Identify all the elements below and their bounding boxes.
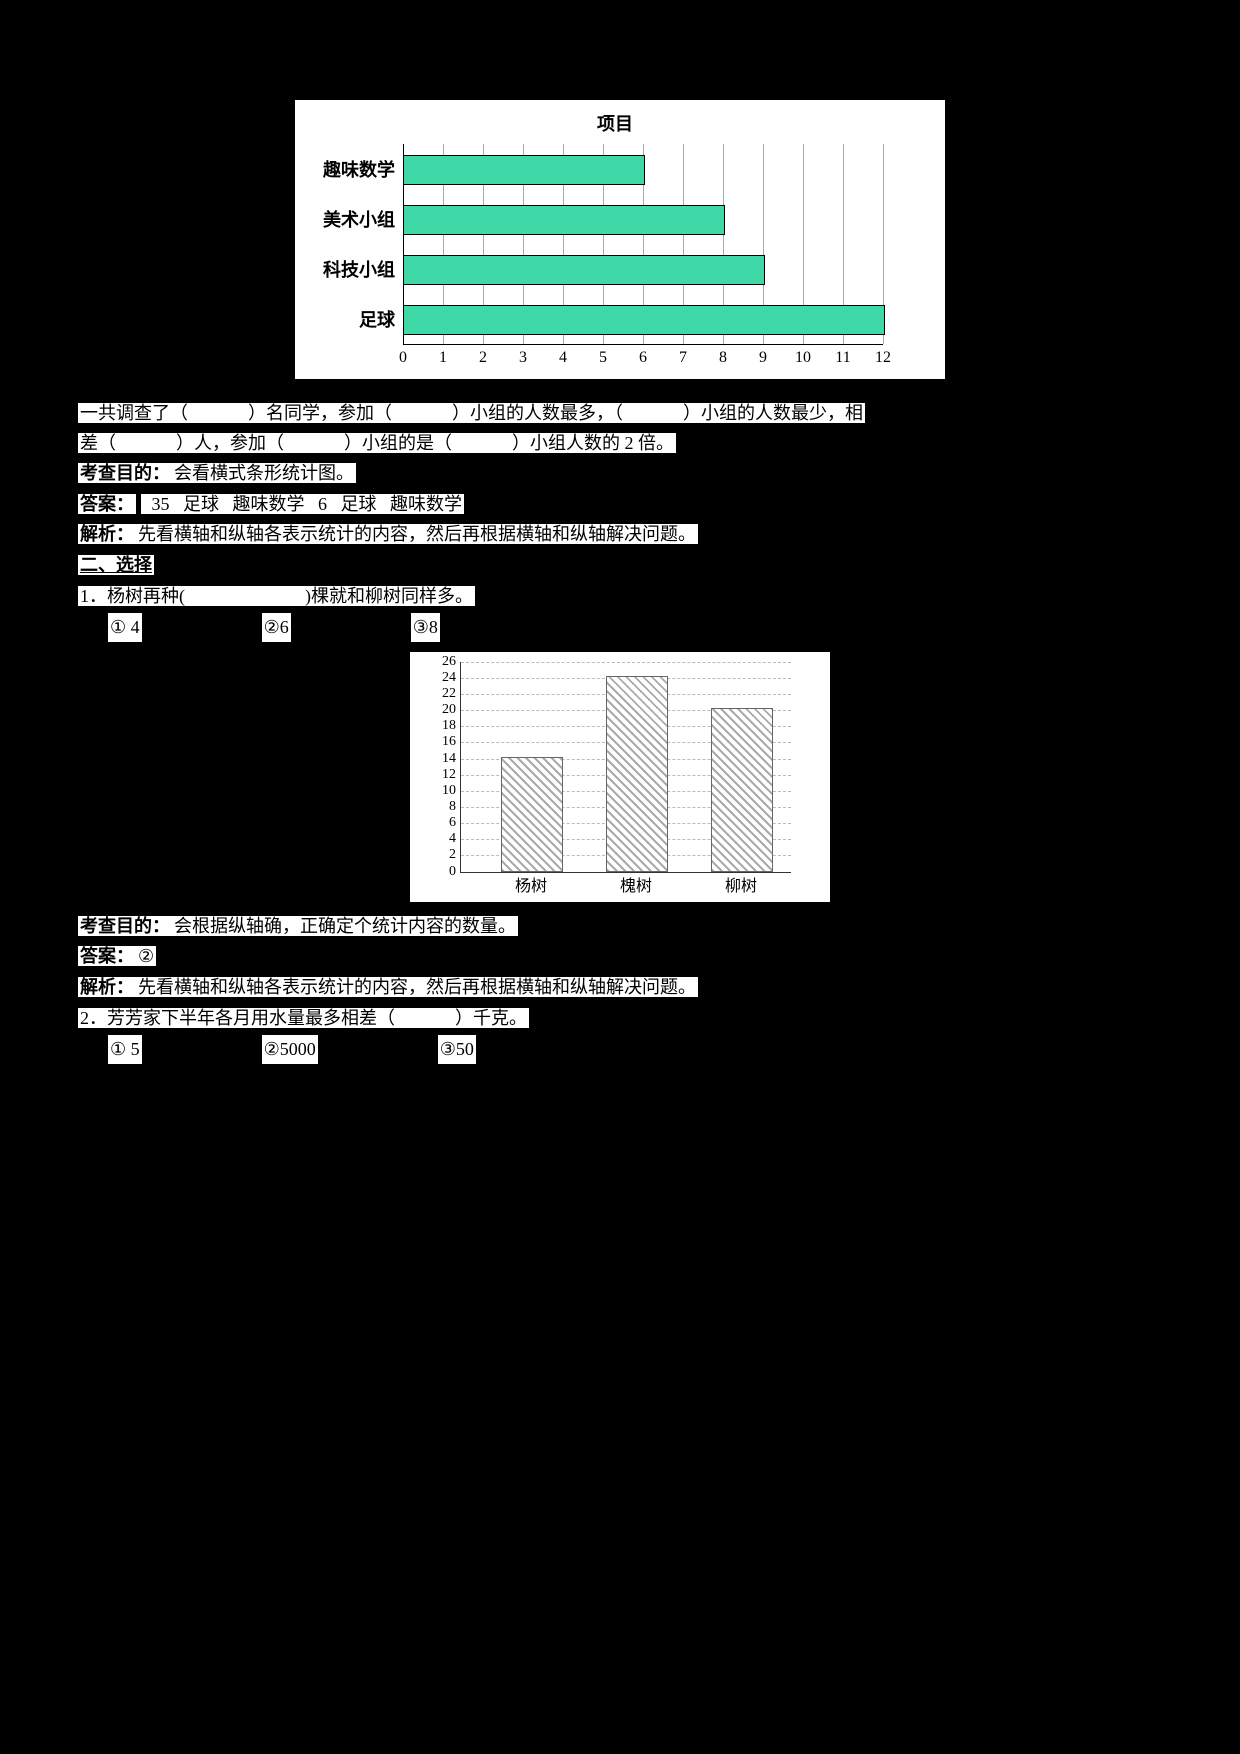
jiexi2-text: 先看横轴和纵轴各表示统计的内容，然后再根据横轴和纵轴解决问题。 <box>136 977 698 997</box>
q1-choice-1: ① 4 <box>108 613 142 642</box>
q-line2-b: ）人，参加（ <box>176 433 284 453</box>
category-label: 美术小组 <box>305 206 403 232</box>
q-line1-b: ）名同学，参加（ <box>248 403 392 423</box>
chart-title: 项目 <box>305 110 925 136</box>
vbar <box>711 708 773 872</box>
answer-2: 足球 <box>183 494 219 514</box>
x-tick: 4 <box>559 349 567 367</box>
x-tick: 8 <box>719 349 727 367</box>
x-tick: 9 <box>759 349 767 367</box>
answer-1: 35 <box>152 494 170 514</box>
kaocha2-text: 会根据纵轴确，正确定个统计内容的数量。 <box>172 916 518 936</box>
q-line1-d: ）小组的人数最少，相 <box>683 403 863 423</box>
jiexi-label: 解析： <box>78 524 136 544</box>
section-2-header: 二、选择 <box>78 555 154 575</box>
q2-choices: ① 5 ②5000 ③50 <box>108 1035 1162 1064</box>
q2-choice-3: ③50 <box>438 1035 476 1064</box>
daan-label: 答案： <box>78 494 136 514</box>
bar <box>403 155 645 185</box>
kaocha2-label: 考查目的： <box>78 916 172 936</box>
chart-row: 美术小组 <box>305 194 925 244</box>
y-tick-label: 16 <box>430 734 456 750</box>
x-tick: 10 <box>795 349 811 367</box>
q1-choices: ① 4 ②6 ③8 <box>108 613 1162 642</box>
x-tick: 2 <box>479 349 487 367</box>
category-label: 科技小组 <box>305 256 403 282</box>
y-tick-label: 0 <box>430 864 456 880</box>
q2-stem-post: ）千克。 <box>455 1008 527 1028</box>
x-tick: 6 <box>639 349 647 367</box>
bar <box>403 205 725 235</box>
horizontal-bar-chart: 项目 趣味数学美术小组科技小组足球 0123456789101112 <box>295 100 945 379</box>
kaocha-label: 考查目的： <box>78 463 172 483</box>
bar <box>403 305 885 335</box>
x-tick: 0 <box>399 349 407 367</box>
q-line2-d: ）小组人数的 2 倍。 <box>512 433 674 453</box>
answer-5: 足球 <box>341 494 377 514</box>
y-tick-label: 10 <box>430 783 456 799</box>
y-tick-label: 18 <box>430 718 456 734</box>
q-line1-c: ）小组的人数最多，（ <box>452 403 623 423</box>
vertical-bar-chart: 02468101214161820222426 杨树槐树柳树 <box>410 652 830 902</box>
y-tick-label: 4 <box>430 831 456 847</box>
y-tick-label: 12 <box>430 767 456 783</box>
bar <box>403 255 765 285</box>
y-tick-label: 24 <box>430 670 456 686</box>
y-tick-label: 14 <box>430 751 456 767</box>
q2-choice-1: ① 5 <box>108 1035 142 1064</box>
q-line1-a: 一共调查了（ <box>80 403 188 423</box>
daan2-label: 答案： <box>78 946 136 966</box>
x-tick: 12 <box>875 349 891 367</box>
x-tick: 1 <box>439 349 447 367</box>
chart-row: 足球 <box>305 294 925 344</box>
q1-stem-pre: 1．杨树再种( <box>80 586 185 606</box>
vbar <box>606 676 668 872</box>
q2-stem-pre: 2．芳芳家下半年各月用水量最多相差（ <box>80 1008 395 1028</box>
y-tick-label: 22 <box>430 686 456 702</box>
vbar <box>501 757 563 872</box>
hgridline <box>461 662 791 663</box>
answer-6: 趣味数学 <box>390 494 462 514</box>
category-label: 趣味数学 <box>305 156 403 182</box>
hchart-plot-area: 趣味数学美术小组科技小组足球 0123456789101112 <box>305 144 925 369</box>
x-tick: 7 <box>679 349 687 367</box>
chart-row: 科技小组 <box>305 244 925 294</box>
y-tick-label: 8 <box>430 799 456 815</box>
y-tick-label: 20 <box>430 702 456 718</box>
q-line2-c: ）小组的是（ <box>344 433 452 453</box>
chart-row: 趣味数学 <box>305 144 925 194</box>
kaocha-text: 会看横式条形统计图。 <box>172 463 356 483</box>
answer-4: 6 <box>318 494 327 514</box>
q-line2-a: 差（ <box>80 433 116 453</box>
x-tick: 11 <box>835 349 850 367</box>
category-label: 足球 <box>305 306 403 332</box>
x-tick: 5 <box>599 349 607 367</box>
q1-stem-post: )棵就和柳树同样多。 <box>305 586 473 606</box>
question-text-block: 一共调查了（ ）名同学，参加（ ）小组的人数最多，（ ）小组的人数最少，相 <box>78 399 1162 428</box>
daan2-text: ② <box>136 946 156 966</box>
answer-3: 趣味数学 <box>233 494 305 514</box>
x-tick: 3 <box>519 349 527 367</box>
y-tick-label: 6 <box>430 815 456 831</box>
x-category-label: 杨树 <box>501 872 561 896</box>
x-category-label: 槐树 <box>606 872 666 896</box>
jiexi-text: 先看横轴和纵轴各表示统计的内容，然后再根据横轴和纵轴解决问题。 <box>136 524 698 544</box>
y-tick-label: 26 <box>430 654 456 670</box>
q2-choice-2: ②5000 <box>262 1035 318 1064</box>
q1-choice-2: ②6 <box>262 613 291 642</box>
q1-choice-3: ③8 <box>411 613 440 642</box>
jiexi2-label: 解析： <box>78 977 136 997</box>
x-category-label: 柳树 <box>711 872 771 896</box>
y-tick-label: 2 <box>430 847 456 863</box>
